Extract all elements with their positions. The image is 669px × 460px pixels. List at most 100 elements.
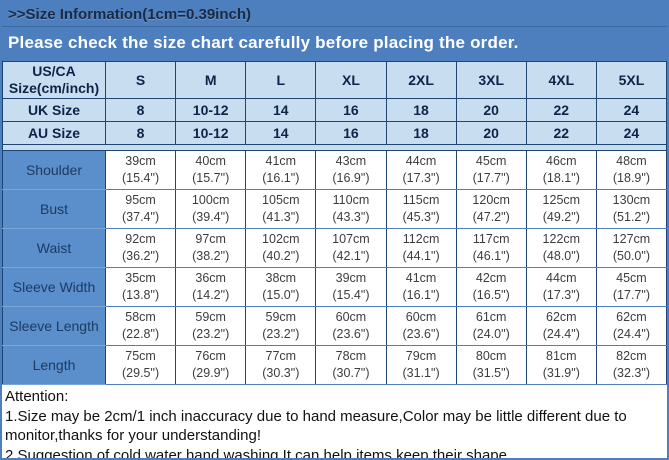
au-size-row: AU Size 8 10-12 14 16 18 20 22 24 [2,121,667,145]
size-cell: 44cm (17.3") [525,267,597,307]
size-cell: 58cm (22.8") [104,306,177,346]
size-cell: 59cm (23.2") [245,306,317,346]
size-cell: 95cm (37.4") [104,189,177,229]
uk-size-row-label: UK Size [2,98,106,122]
size-cell: 92cm (36.2") [104,228,177,268]
size-cell: 35cm (13.8") [104,267,177,307]
au-size-cell: 22 [525,121,597,145]
size-column-header: XL [315,61,387,99]
measurement-row-label: Length [2,345,106,385]
au-size-row-label: AU Size [2,121,106,145]
size-cell: 80cm (31.5") [455,345,527,385]
au-size-cell: 24 [595,121,667,145]
size-cell: 81cm (31.9") [525,345,597,385]
size-column-header: M [175,61,247,99]
size-cell: 39cm (15.4") [104,150,177,190]
size-cell: 76cm (29.9") [175,345,247,385]
uk-size-cell: 14 [245,98,317,122]
attention-note-1: 1.Size may be 2cm/1 inch inaccuracy due … [5,407,627,445]
corner-header: US/CA Size(cm/inch) [2,61,106,99]
size-cell: 38cm (15.0") [245,267,317,307]
size-cell: 105cm (41.3") [245,189,317,229]
size-column-header: S [104,61,177,99]
size-cell: 44cm (17.3") [385,150,457,190]
measurement-row: Sleeve Width 35cm (13.8") 36cm (14.2") 38cm… [2,267,667,307]
size-cell: 110cm (43.3") [315,189,387,229]
uk-size-cell: 22 [525,98,597,122]
banner-title: >>Size Information(1cm=0.39inch) [2,2,667,27]
size-cell: 45cm (17.7") [455,150,527,190]
size-cell: 107cm (42.1") [315,228,387,268]
size-column-header: 5XL [595,61,667,99]
measurement-row: Waist 92cm (36.2") 97cm (38.2") 102cm (40.2… [2,228,667,268]
size-cell: 100cm (39.4") [175,189,247,229]
measurement-row: Length 75cm (29.5") 76cm (29.9") 77cm (30.3… [2,345,667,385]
size-cell: 41cm (16.1") [245,150,317,190]
attention-title: Attention: [5,388,69,405]
measurement-row-label: Shoulder [2,150,106,190]
uk-size-cell: 18 [385,98,457,122]
size-cell: 39cm (15.4") [315,267,387,307]
size-cell: 41cm (16.1") [385,267,457,307]
size-cell: 115cm (45.3") [385,189,457,229]
measurement-row-label: Sleeve Length [2,306,106,346]
banner: >>Size Information(1cm=0.39inch) Please … [2,2,667,61]
size-cell: 60cm (23.6") [385,306,457,346]
size-cell: 77cm (30.3") [245,345,317,385]
size-cell: 122cm (48.0") [525,228,597,268]
size-cell: 45cm (17.7") [595,267,667,307]
size-cell: 59cm (23.2") [175,306,247,346]
size-column-header: 3XL [455,61,527,99]
size-table: US/CA Size(cm/inch) S M L XL 2XL 3XL 4XL 5XL UK S… [2,61,667,385]
uk-size-cell: 8 [104,98,177,122]
measurement-row-label: Sleeve Width [2,267,106,307]
uk-size-cell: 20 [455,98,527,122]
size-table-body: US/CA Size(cm/inch) S M L XL 2XL 3XL 4XL 5XL UK S… [2,61,667,385]
banner-subtitle: Please check the size chart carefully be… [8,33,519,52]
au-size-cell: 16 [315,121,387,145]
size-cell: 62cm (24.4") [525,306,597,346]
size-cell: 97cm (38.2") [175,228,247,268]
measurement-row: Sleeve Length 58cm (22.8") 59cm (23.2") 59c… [2,306,667,346]
au-size-cell: 8 [104,121,177,145]
size-column-header: 2XL [385,61,457,99]
size-cell: 42cm (16.5") [455,267,527,307]
size-header-row: US/CA Size(cm/inch) S M L XL 2XL 3XL 4XL 5XL [2,61,667,99]
au-size-cell: 14 [245,121,317,145]
attention-note-2: 2.Suggestion of cold water hand washing.… [5,446,512,460]
size-cell: 112cm (44.1") [385,228,457,268]
size-column-header: L [245,61,317,99]
uk-size-cell: 10-12 [175,98,247,122]
size-cell: 79cm (31.1") [385,345,457,385]
size-cell: 117cm (46.1") [455,228,527,268]
measurement-row: Shoulder 39cm (15.4") 40cm (15.7") 41cm (16… [2,150,667,190]
size-cell: 40cm (15.7") [175,150,247,190]
size-cell: 78cm (30.7") [315,345,387,385]
au-size-cell: 18 [385,121,457,145]
uk-size-row: UK Size 8 10-12 14 16 18 20 22 24 [2,98,667,122]
measurement-row-label: Bust [2,189,106,229]
au-size-cell: 20 [455,121,527,145]
size-cell: 43cm (16.9") [315,150,387,190]
size-cell: 46cm (18.1") [525,150,597,190]
attention-section: Attention: 1.Size may be 2cm/1 inch inac… [2,385,667,460]
size-cell: 120cm (47.2") [455,189,527,229]
measurement-row: Bust 95cm (37.4") 100cm (39.4") 105cm (41.3… [2,189,667,229]
size-cell: 48cm (18.9") [595,150,667,190]
size-cell: 125cm (49.2") [525,189,597,229]
au-size-cell: 10-12 [175,121,247,145]
size-cell: 62cm (24.4") [595,306,667,346]
size-cell: 82cm (32.3") [595,345,667,385]
size-cell: 102cm (40.2") [245,228,317,268]
size-cell: 75cm (29.5") [104,345,177,385]
size-cell: 60cm (23.6") [315,306,387,346]
size-cell: 127cm (50.0") [595,228,667,268]
uk-size-cell: 16 [315,98,387,122]
measurement-row-label: Waist [2,228,106,268]
size-cell: 36cm (14.2") [175,267,247,307]
uk-size-cell: 24 [595,98,667,122]
size-cell: 130cm (51.2") [595,189,667,229]
size-column-header: 4XL [525,61,597,99]
size-cell: 61cm (24.0") [455,306,527,346]
